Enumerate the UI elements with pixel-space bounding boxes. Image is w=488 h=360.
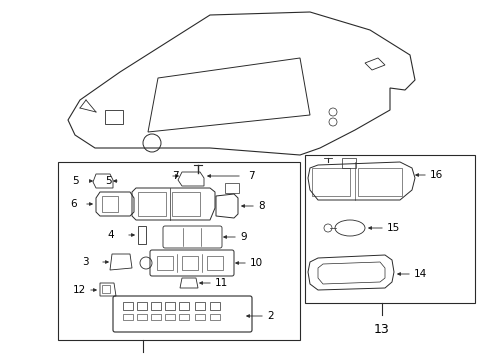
Text: 13: 13 [373, 323, 388, 336]
Bar [151, 302, 161, 310]
Bar [137, 302, 147, 310]
Bar [195, 314, 204, 320]
Bar [102, 285, 110, 293]
Text: 5: 5 [72, 176, 79, 186]
Bar [138, 226, 146, 244]
Bar [209, 314, 220, 320]
Bar [341, 158, 355, 168]
Bar [102, 196, 118, 212]
Text: 11: 11 [215, 278, 228, 288]
Text: 9: 9 [240, 232, 246, 242]
Bar [105, 110, 123, 124]
Text: 12: 12 [73, 285, 86, 295]
Bar [123, 314, 133, 320]
Bar [137, 314, 147, 320]
Text: 6: 6 [70, 199, 77, 209]
Bar [172, 192, 200, 216]
Bar [151, 314, 161, 320]
Bar [182, 256, 198, 270]
Text: 15: 15 [386, 223, 400, 233]
Bar [305, 155, 474, 303]
Bar [179, 302, 189, 310]
Bar [123, 302, 133, 310]
Bar [164, 302, 175, 310]
Bar [157, 256, 173, 270]
Text: 5: 5 [105, 176, 111, 186]
Text: 7: 7 [247, 171, 254, 181]
Text: 8: 8 [258, 201, 264, 211]
Text: 7: 7 [172, 171, 178, 181]
Text: 2: 2 [266, 311, 273, 321]
Text: 14: 14 [413, 269, 427, 279]
Bar [58, 162, 299, 340]
Bar [138, 192, 165, 216]
Text: 3: 3 [82, 257, 88, 267]
Bar [209, 302, 220, 310]
Text: 16: 16 [429, 170, 442, 180]
Text: 10: 10 [249, 258, 263, 268]
Bar [224, 183, 239, 193]
Bar [206, 256, 223, 270]
Bar [164, 314, 175, 320]
Text: 4: 4 [107, 230, 113, 240]
Bar [311, 168, 349, 196]
Bar [179, 314, 189, 320]
Bar [195, 302, 204, 310]
Bar [357, 168, 401, 196]
